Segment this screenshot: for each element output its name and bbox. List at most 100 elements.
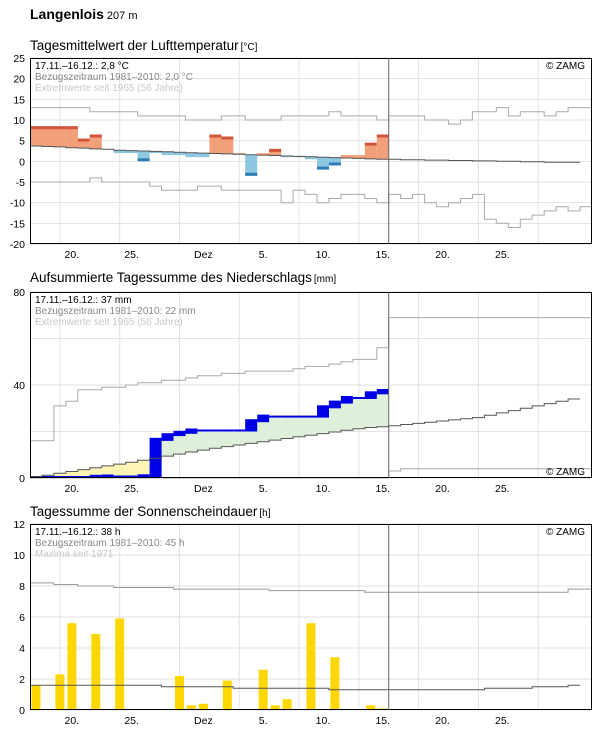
sunshine-x-tick-label: Dez — [194, 715, 213, 727]
precipitation-bar — [161, 433, 174, 441]
temperature-bar — [305, 156, 317, 160]
temperature-bar — [65, 126, 78, 148]
precipitation-bar — [89, 474, 102, 478]
temperature-x-tick-label: 5. — [259, 249, 268, 261]
temperature-normal — [30, 145, 580, 163]
temperature-bar — [113, 150, 126, 154]
sunshine-x-tick-label: 25. — [124, 715, 139, 727]
precipitation-bar — [293, 415, 306, 418]
precipitation-extreme-max-line — [30, 317, 592, 442]
temperature-bar — [245, 154, 258, 176]
temperature-bar-cap — [137, 158, 150, 162]
precipitation-info-extreme: Extremwerte seit 1965 (56 Jahre) — [35, 317, 183, 328]
precipitation-deviation-fill — [77, 469, 90, 478]
sunshine-axes-frame — [30, 524, 592, 710]
precipitation-deviation-fill — [161, 436, 174, 457]
temperature-extreme-min-line — [30, 177, 592, 228]
temperature-x-tick-label: 20. — [65, 249, 80, 261]
precipitation-deviation-fill — [89, 467, 102, 478]
precipitation-title: Aufsummierte Tagessumme des Niederschlag… — [30, 270, 336, 285]
precipitation-x-tick-label: 25. — [495, 483, 510, 494]
temperature-bar-cap — [77, 138, 90, 142]
precipitation-x-tick-label: 10. — [316, 483, 331, 494]
sunshine-info-extreme: Maxima seit 1971 — [35, 549, 114, 560]
temperature-frame — [30, 58, 592, 244]
sunshine-bar — [330, 657, 340, 710]
precipitation-extremes — [30, 317, 592, 479]
sunshine-chart: 12 10 8 6 4 2 0 20. 25. Dez 5. 10. 15. 20. 25. 17.11.… — [13, 520, 592, 727]
sunshine-bar — [91, 634, 101, 710]
sunshine-bar — [186, 705, 196, 710]
precipitation-x-tick-label: 15. — [375, 483, 390, 494]
temperature-bar-cap — [269, 148, 282, 152]
precipitation-bar — [269, 415, 282, 418]
precipitation-bar — [281, 415, 294, 418]
temperature-x-tick-label: 25. — [124, 249, 139, 261]
sunshine-bar — [55, 674, 65, 710]
sunshine-x-tick-label: 10. — [316, 715, 331, 727]
sunshine-y-tick-label: 8 — [19, 581, 25, 593]
temperature-bar — [352, 155, 365, 159]
sunshine-title-text: Tagessumme der Sonnenscheindauer — [30, 504, 258, 519]
temperature-bar — [376, 134, 389, 160]
sunshine-maxima-line — [30, 582, 592, 593]
temperature-bar — [281, 156, 294, 158]
precipitation-y-tick-label: 0 — [19, 473, 25, 485]
temperature-info-reference: Bezugszeitraum 1981–2010: 2,0 °C — [35, 72, 193, 83]
sunshine-bar — [31, 685, 41, 710]
precipitation-bar — [233, 429, 246, 432]
sunshine-normal — [30, 684, 580, 691]
temperature-extreme-max-line — [30, 107, 592, 125]
temperature-x-tick-label: 15. — [375, 249, 390, 261]
precipitation-deviation-fill — [125, 462, 138, 478]
precipitation-bar — [173, 430, 186, 437]
temperature-x-tick-label: Dez — [194, 249, 213, 261]
precipitation-x-tick-label: 25. — [124, 483, 139, 494]
temperature-y-tick-label: 20 — [13, 74, 25, 86]
temperature-unit: [°C] — [240, 42, 258, 53]
precipitation-info-reference: Bezugszeitraum 1981–2010: 22 mm — [35, 306, 196, 317]
precipitation-bar — [376, 389, 389, 395]
temperature-bar — [149, 151, 162, 154]
temperature-bar-cap — [30, 126, 42, 130]
temperature-extremes — [30, 107, 592, 228]
temperature-y-tick-label: 0 — [19, 156, 25, 168]
sunshine-y-tick-label: 2 — [19, 674, 25, 686]
precipitation-y-tick-label: 40 — [13, 380, 25, 392]
precipitation-copyright: © ZAMG — [546, 467, 585, 478]
temperature-bar — [340, 155, 353, 158]
precipitation-bar — [257, 414, 270, 423]
temperature-bar — [137, 151, 150, 162]
sunshine-bar — [366, 705, 376, 710]
precipitation-normal-line — [30, 398, 580, 478]
precipitation-deviation-fill — [269, 417, 282, 441]
precipitation-chart: 80 40 0 20. 25. Dez 5. 10. 15. 20. 25. 17.11.–16.… — [13, 287, 592, 494]
temperature-bar-cap — [364, 142, 377, 146]
sunshine-bars — [31, 618, 388, 710]
temperature-bar-cap — [376, 134, 389, 138]
precipitation-bar — [317, 405, 329, 418]
temperature-bar — [269, 148, 282, 156]
precipitation-bar — [305, 415, 317, 418]
temperature-bar-cap — [317, 166, 329, 170]
temperature-bar — [257, 153, 270, 156]
precipitation-deviation-fill — [53, 473, 66, 478]
station-header: Langenlois 207 m — [30, 6, 137, 22]
sunshine-title: Tagessumme der Sonnenscheindauer [h] — [30, 504, 271, 519]
sunshine-normal-line — [30, 684, 580, 691]
station-altitude: 207 m — [106, 10, 138, 22]
precipitation-x-ticks: 20. 25. Dez 5. 10. 15. 20. 25. — [65, 483, 510, 494]
temperature-y-tick-label: -5 — [16, 177, 25, 189]
precipitation-bar — [149, 437, 162, 478]
sunshine-unit: [h] — [259, 508, 271, 519]
precipitation-y-tick-label: 80 — [13, 287, 25, 299]
temperature-info-extreme: Extremwerte seit 1965 (56 Jahre) — [35, 83, 183, 94]
sunshine-y-ticks: 12 10 8 6 4 2 0 — [13, 520, 25, 717]
precipitation-deviation-fill — [233, 431, 246, 445]
temperature-x-tick-label: 10. — [316, 249, 331, 261]
precipitation-deviation-fill — [257, 417, 270, 442]
precipitation-deviation-fill — [185, 431, 198, 452]
temperature-bar — [328, 157, 341, 166]
temperature-y-tick-label: 15 — [13, 94, 25, 106]
